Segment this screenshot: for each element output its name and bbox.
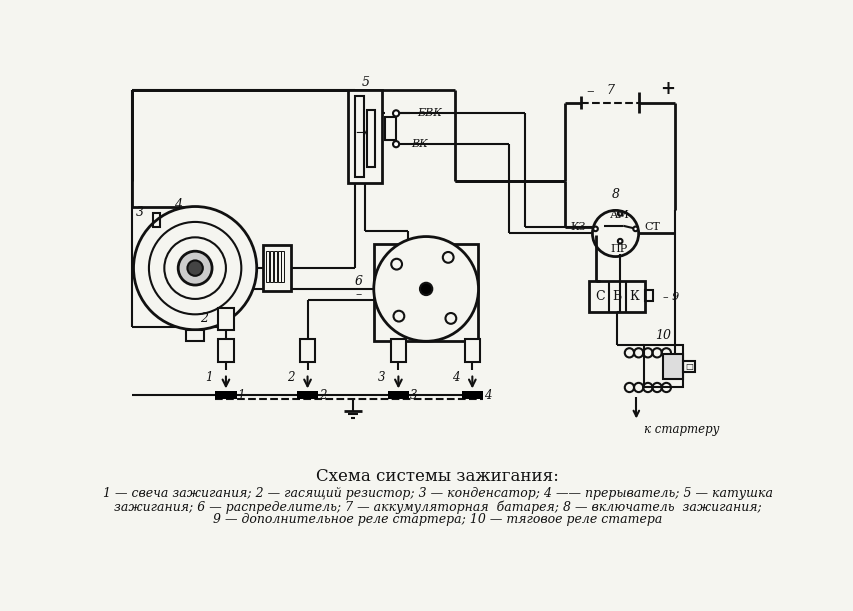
Text: 7: 7	[606, 84, 613, 97]
Bar	[296, 391, 318, 399]
Bar	[186, 330, 204, 340]
Text: ПР: ПР	[610, 244, 627, 254]
Text: АМ: АМ	[609, 210, 629, 220]
Text: СТ: СТ	[644, 222, 659, 232]
Text: →: →	[355, 126, 367, 139]
Text: □: □	[685, 363, 693, 371]
Bar	[385, 117, 396, 141]
Text: 8: 8	[611, 188, 618, 202]
Text: 6: 6	[354, 275, 362, 288]
Text: Б: Б	[612, 290, 621, 303]
Bar	[589, 281, 644, 312]
Circle shape	[593, 227, 597, 231]
Circle shape	[617, 211, 622, 216]
Bar	[367, 109, 374, 167]
Text: – 9: – 9	[663, 291, 679, 302]
Circle shape	[187, 260, 202, 276]
Text: 3: 3	[409, 389, 417, 401]
Text: 1: 1	[237, 389, 245, 401]
Text: +: +	[659, 79, 674, 98]
Text: 4: 4	[484, 389, 490, 401]
Bar	[643, 345, 682, 387]
Text: –: –	[586, 84, 593, 98]
Text: 2: 2	[200, 312, 208, 326]
Circle shape	[392, 110, 398, 117]
Text: зажигания; 6 — распределитель; 7 — аккумуляторная  батарея; 8 — включатель  зажи: зажигания; 6 — распределитель; 7 — аккум…	[113, 500, 761, 514]
Bar	[215, 391, 236, 399]
Bar	[263, 245, 290, 291]
Bar	[270, 251, 273, 282]
Bar	[348, 90, 382, 183]
Text: ВК: ВК	[411, 139, 427, 149]
Text: 4: 4	[174, 199, 182, 211]
Bar	[277, 251, 281, 282]
Bar	[461, 391, 483, 399]
Text: 1 — свеча зажигания; 2 — гасящий резистор; 3 — конденсатор; 4 —— прерыватель; 5 : 1 — свеча зажигания; 2 — гасящий резисто…	[102, 487, 772, 500]
Circle shape	[133, 207, 257, 330]
Circle shape	[392, 141, 398, 147]
Bar	[387, 391, 409, 399]
Circle shape	[617, 239, 622, 244]
Bar	[354, 97, 363, 177]
Bar	[153, 213, 160, 227]
Bar	[663, 354, 682, 379]
Bar	[281, 251, 284, 282]
Text: КЗ: КЗ	[570, 222, 586, 232]
Bar	[391, 339, 406, 362]
Bar	[218, 339, 234, 362]
Circle shape	[633, 227, 637, 231]
Text: 2: 2	[319, 389, 327, 401]
Bar	[374, 244, 478, 342]
Circle shape	[374, 236, 478, 342]
Text: К: К	[629, 290, 638, 303]
Text: 9 — дополнительное реле стартера; 10 — тяговое реле статера: 9 — дополнительное реле стартера; 10 — т…	[212, 513, 662, 527]
Circle shape	[420, 283, 432, 295]
Text: 2: 2	[287, 371, 294, 384]
Text: к стартеру: к стартеру	[643, 423, 719, 436]
Bar	[273, 251, 276, 282]
Text: 1: 1	[205, 371, 212, 384]
Bar	[265, 251, 269, 282]
Text: С: С	[595, 290, 604, 303]
Text: 4: 4	[451, 371, 459, 384]
Bar	[218, 308, 234, 330]
Text: 3: 3	[136, 206, 143, 219]
Circle shape	[178, 251, 212, 285]
Text: –: –	[355, 288, 361, 302]
Bar	[299, 339, 315, 362]
Text: 3: 3	[377, 371, 385, 384]
Text: Схема системы зажигания:: Схема системы зажигания:	[316, 467, 559, 485]
Text: 5: 5	[361, 76, 368, 89]
Text: БВК: БВК	[417, 108, 442, 119]
Bar	[464, 339, 479, 362]
Text: 10: 10	[654, 329, 670, 342]
Bar	[682, 360, 694, 372]
Bar	[644, 290, 652, 301]
